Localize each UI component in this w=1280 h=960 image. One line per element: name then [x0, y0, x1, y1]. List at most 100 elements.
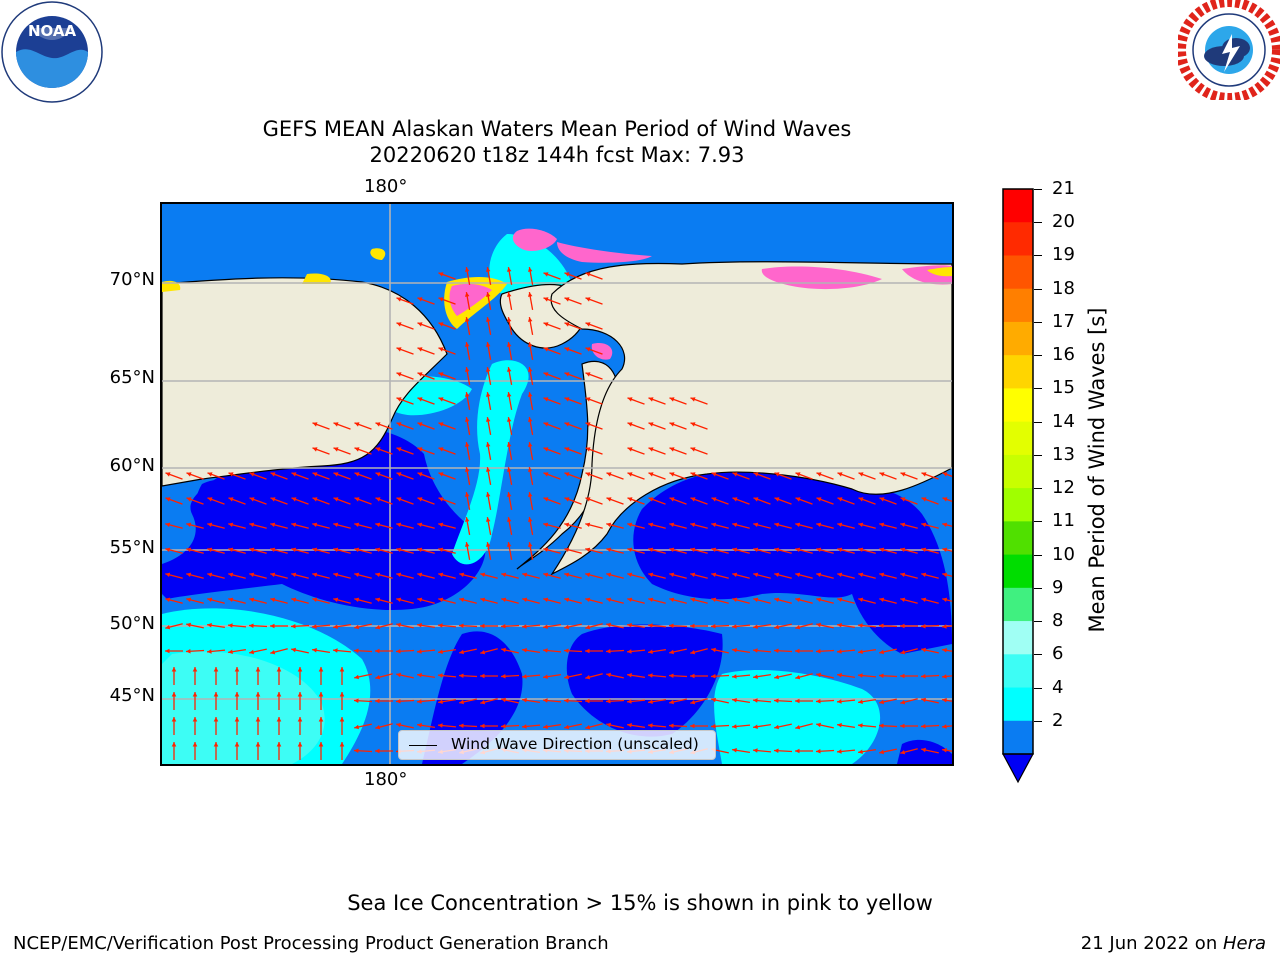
wind-wave-arrow-head: [459, 572, 465, 577]
wind-wave-arrow-head: [465, 442, 470, 447]
wind-wave-arrow-head: [501, 724, 506, 729]
wind-wave-arrow-head: [528, 492, 533, 497]
wind-wave-arrow-head: [354, 522, 360, 527]
wind-wave-arrow-head: [297, 742, 303, 747]
wind-wave-arrow-head: [213, 717, 219, 722]
colorbar-tick-label: 20: [1052, 211, 1075, 233]
wind-wave-arrow-head: [564, 597, 570, 602]
wind-wave-arrow-head: [858, 723, 863, 728]
colorbar-segment: [1003, 687, 1033, 722]
wind-wave-arrow-head: [648, 472, 654, 477]
wind-wave-arrow-head: [339, 742, 345, 747]
colorbar-tick-label: 18: [1052, 277, 1075, 299]
wind-wave-arrow-head: [228, 472, 234, 477]
wind-wave-arrow-head: [396, 699, 401, 704]
wind-wave-arrow-head: [396, 649, 401, 654]
wind-wave-arrow-head: [270, 472, 276, 477]
colorbar-segment: [1003, 621, 1033, 655]
wind-wave-arrow-head: [507, 542, 512, 547]
wind-wave-arrow-head: [942, 698, 947, 703]
wind-wave-arrow-head: [438, 673, 443, 678]
wind-wave-arrow-head: [165, 547, 171, 552]
wind-wave-arrow-head: [900, 572, 906, 577]
wind-wave-arrow-head: [354, 472, 360, 477]
wind-wave-arrow-head: [606, 597, 612, 602]
wind-wave-arrow-head: [543, 674, 548, 679]
wind-wave-arrow-head: [858, 597, 864, 602]
wind-wave-arrow-head: [942, 624, 947, 629]
legend-label: Wind Wave Direction (unscaled): [451, 735, 699, 753]
wind-wave-arrow-head: [507, 492, 512, 497]
wind-wave-arrow-head: [339, 692, 345, 697]
wind-wave-arrow-head: [627, 397, 633, 402]
wind-wave-arrow-head: [543, 597, 549, 602]
wind-wave-arrow-head: [837, 472, 843, 477]
wind-wave-arrow-head: [942, 497, 948, 502]
wind-wave-arrow-head: [528, 367, 533, 372]
wind-wave-arrow-head: [543, 624, 548, 629]
wind-wave-arrow-head: [207, 597, 213, 602]
wind-wave-arrow-head: [192, 667, 198, 672]
wind-wave-arrow-head: [192, 742, 198, 747]
lon-label-bottom: 180°: [364, 769, 408, 790]
map-canvas: [162, 204, 952, 764]
wind-wave-arrow-head: [249, 522, 255, 527]
wind-wave-arrow-head: [606, 622, 611, 628]
wind-wave-arrow-head: [465, 467, 470, 472]
wind-wave-arrow-head: [186, 472, 192, 477]
wind-wave-arrow-head: [753, 748, 758, 753]
wind-wave-arrow-head: [774, 472, 780, 477]
wind-wave-arrow-head: [339, 667, 345, 672]
wind-wave-arrow-head: [795, 522, 801, 527]
wind-wave-arrow-head: [711, 572, 717, 577]
wind-wave-arrow-head: [207, 649, 212, 654]
wind-wave-arrow-head: [333, 447, 339, 452]
wind-wave-arrow-head: [207, 572, 213, 577]
wind-wave-arrow-head: [171, 717, 177, 722]
wind-wave-arrow-head: [753, 547, 759, 552]
wind-wave-arrow-head: [354, 748, 359, 753]
wind-wave-arrow-head: [543, 272, 549, 277]
wind-wave-arrow-head: [753, 674, 758, 679]
wind-wave-arrow-head: [249, 572, 255, 577]
wind-wave-arrow-head: [333, 572, 339, 577]
wind-wave-arrow-head: [465, 492, 470, 497]
wind-wave-arrow-head: [234, 717, 240, 722]
wind-wave-arrow-head: [795, 725, 801, 730]
colorbar-segment: [1003, 321, 1033, 356]
wind-wave-arrow-head: [648, 597, 654, 602]
wind-wave-arrow-head: [564, 272, 570, 277]
wind-wave-arrow-head: [564, 674, 569, 680]
wind-wave-arrow-head: [165, 625, 171, 630]
wind-wave-arrow-head: [543, 422, 549, 427]
wind-wave-arrow-head: [900, 650, 906, 655]
wind-wave-arrow-head: [606, 722, 611, 728]
plot-title-line1: GEFS MEAN Alaskan Waters Mean Period of …: [262, 117, 852, 141]
wind-wave-arrow-head: [627, 497, 633, 502]
wind-wave-arrow-head: [417, 649, 422, 654]
wind-wave-arrow-head: [732, 624, 737, 629]
wind-wave-arrow-head: [396, 447, 402, 452]
wind-wave-arrow-head: [900, 723, 905, 729]
wind-wave-arrow-head: [816, 497, 822, 502]
wind-wave-arrow-head: [486, 267, 491, 272]
wind-wave-arrow-head: [648, 649, 653, 654]
wind-wave-arrow-head: [291, 572, 297, 577]
wind-wave-arrow-head: [318, 667, 324, 672]
wind-wave-arrow-head: [459, 673, 464, 678]
wind-wave-arrow-head: [585, 497, 591, 502]
wind-wave-arrow-head: [564, 648, 569, 653]
wind-wave-arrow-head: [249, 597, 255, 602]
wind-wave-arrow-head: [753, 597, 759, 602]
colorbar-segment: [1003, 288, 1033, 323]
wind-wave-arrow-head: [417, 372, 423, 377]
wind-wave-arrow-head: [417, 397, 423, 402]
wind-wave-arrow-head: [276, 742, 282, 747]
lat-label-55n: 55°N: [109, 537, 155, 558]
wind-wave-arrow-head: [543, 648, 548, 653]
wind-wave-arrow-head: [171, 667, 177, 672]
wind-wave-arrow-head: [921, 674, 926, 679]
wind-wave-arrow-head: [291, 597, 297, 602]
wind-wave-arrow-head: [354, 497, 360, 502]
colorbar-tick: [1034, 288, 1042, 290]
